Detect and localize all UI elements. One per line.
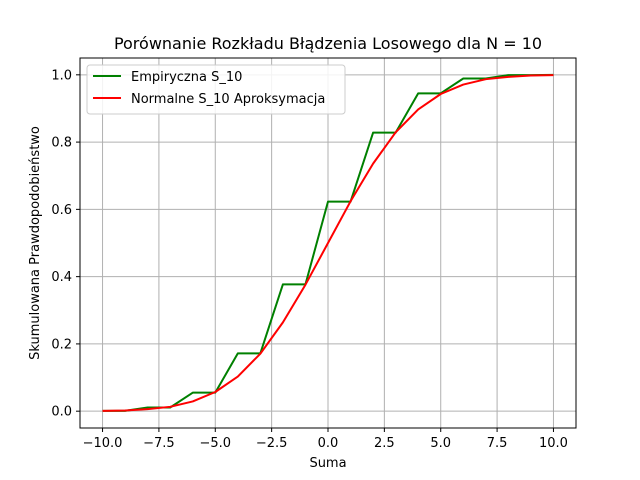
y-axis-label: Skumulowana Prawdopodobieństwo bbox=[28, 126, 43, 360]
y-tick-label: 0.8 bbox=[51, 136, 72, 151]
axis-ticks: −10.0 −7.5 −5.0 −2.5 0.0 2.5 5.0 7.5 10.0 0.0 0.2 0… bbox=[51, 68, 568, 451]
x-tick-label: 10.0 bbox=[539, 436, 568, 451]
x-tick-label: −5.0 bbox=[199, 436, 231, 451]
y-tick-label: 0.2 bbox=[51, 337, 72, 352]
y-tick-label: 0.6 bbox=[51, 203, 72, 218]
series-layer bbox=[102, 73, 554, 412]
x-tick-label: 7.5 bbox=[487, 436, 508, 451]
legend-label-empirical: Empiryczna S_10 bbox=[131, 70, 242, 85]
y-tick-label: 1.0 bbox=[51, 68, 72, 83]
series-line-normal bbox=[102, 74, 554, 412]
series-line-empirical bbox=[102, 73, 554, 412]
y-tick-label: 0.4 bbox=[51, 270, 72, 285]
x-tick-label: 2.5 bbox=[374, 436, 395, 451]
x-axis-label: Suma bbox=[309, 456, 346, 471]
y-tick-label: 0.0 bbox=[51, 405, 72, 420]
x-tick-label: −7.5 bbox=[143, 436, 175, 451]
x-tick-label: 0.0 bbox=[318, 436, 339, 451]
x-tick-label: −2.5 bbox=[256, 436, 288, 451]
x-tick-label: −10.0 bbox=[83, 436, 123, 451]
legend: Empiryczna S_10 Normalne S_10 Aproksymac… bbox=[86, 64, 346, 115]
legend-box bbox=[86, 64, 346, 115]
legend-label-normal: Normalne S_10 Aproksymacja bbox=[131, 92, 325, 107]
chart-title: Porównanie Rozkładu Błądzenia Losowego d… bbox=[114, 34, 542, 53]
x-tick-label: 5.0 bbox=[430, 436, 451, 451]
